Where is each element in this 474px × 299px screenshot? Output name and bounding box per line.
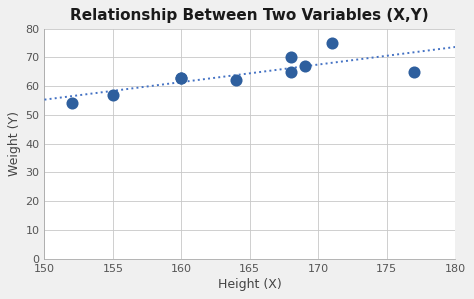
Point (301, 64, 308, 68)
Point (328, 41, 336, 45)
Point (410, 69, 418, 74)
Point (287, 69, 295, 74)
Title: Relationship Between Two Variables (X,Y): Relationship Between Two Variables (X,Y) (71, 8, 429, 23)
Point (178, 75, 185, 80)
Point (109, 92, 117, 97)
Point (232, 78, 240, 83)
Point (178, 75, 185, 80)
Y-axis label: Weight (Y): Weight (Y) (9, 111, 21, 176)
X-axis label: Height (X): Height (X) (218, 278, 282, 291)
Point (68, 101, 76, 106)
Point (287, 55, 295, 60)
